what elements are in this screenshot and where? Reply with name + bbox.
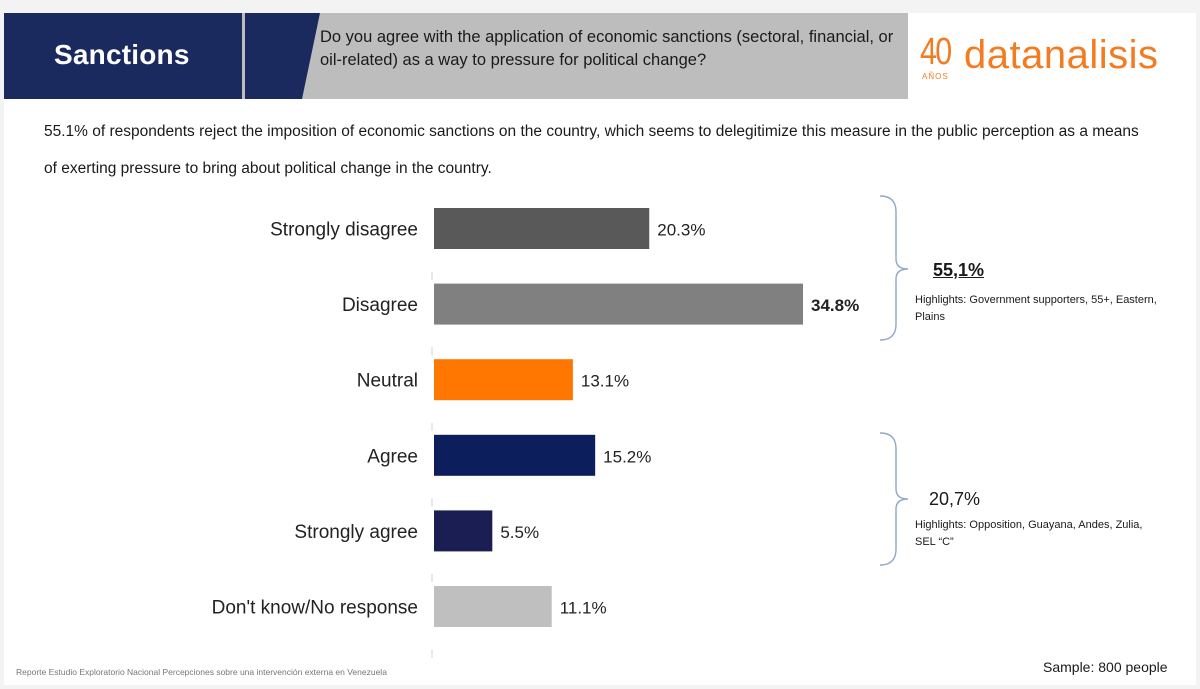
bar <box>434 434 596 476</box>
group-percent-agree: 20,7% <box>929 489 981 509</box>
value-label: 11.1% <box>560 599 607 618</box>
logo-wordmark: datanalisis <box>964 33 1159 77</box>
value-label: 15.2% <box>603 447 651 466</box>
section-title: Sanctions <box>54 39 190 70</box>
bar <box>434 359 573 401</box>
datanalisis-logo: 40 AÑOS datanalisis <box>920 31 1190 87</box>
header-banner: Sanctions Do you agree with the applicat… <box>4 13 1196 99</box>
bracket-disagree <box>879 195 909 341</box>
category-label: Strongly disagree <box>270 220 418 241</box>
slide: Sanctions Do you agree with the applicat… <box>4 13 1196 685</box>
summary-text: 55.1% of respondents reject the impositi… <box>44 123 1139 177</box>
category-label: Disagree <box>342 295 418 316</box>
bar <box>434 586 552 627</box>
bar <box>434 283 803 325</box>
value-label: 34.8% <box>811 296 859 315</box>
title-band <box>4 13 242 99</box>
source-footnote: Reporte Estudio Exploratorio Nacional Pe… <box>16 667 387 677</box>
logo-area <box>908 13 1196 99</box>
group-note-agree: Highlights: Opposition, Guayana, Andes, … <box>915 519 1143 548</box>
value-label: 20.3% <box>657 221 705 240</box>
bar <box>434 208 650 249</box>
title-band-slant <box>245 13 320 99</box>
header-shapes <box>4 13 1196 99</box>
value-label: 5.5% <box>500 523 539 542</box>
category-label: Neutral <box>357 371 418 392</box>
bar-chart: Strongly disagree 20.3% Disagree 34.8% Neutr… <box>212 195 909 658</box>
group-percent-disagree: 55,1% <box>933 260 985 280</box>
bar <box>434 510 493 552</box>
category-label: Don't know/No response <box>212 598 418 619</box>
survey-question: Do you agree with the application of eco… <box>320 28 894 69</box>
logo-anos-text: AÑOS <box>922 72 949 81</box>
logo-anniversary-number: 40 <box>920 31 952 73</box>
bracket-agree <box>879 432 909 566</box>
value-label: 13.1% <box>581 372 629 391</box>
category-label: Strongly agree <box>294 522 418 543</box>
category-label: Agree <box>367 446 418 467</box>
sample-size: Sample: 800 people <box>1043 659 1168 675</box>
group-note-disagree: Highlights: Government supporters, 55+, … <box>915 294 1157 323</box>
